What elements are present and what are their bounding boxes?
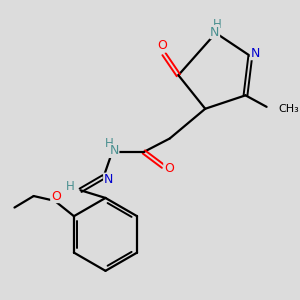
Text: H: H — [66, 180, 74, 193]
Text: N: N — [210, 26, 220, 38]
Text: O: O — [157, 39, 167, 52]
Text: H: H — [105, 137, 114, 150]
Text: H: H — [213, 18, 222, 31]
Text: N: N — [250, 46, 260, 60]
Text: O: O — [164, 162, 174, 175]
Text: N: N — [104, 173, 113, 186]
Text: N: N — [110, 145, 119, 158]
Text: O: O — [51, 190, 61, 202]
Text: CH₃: CH₃ — [278, 104, 299, 114]
